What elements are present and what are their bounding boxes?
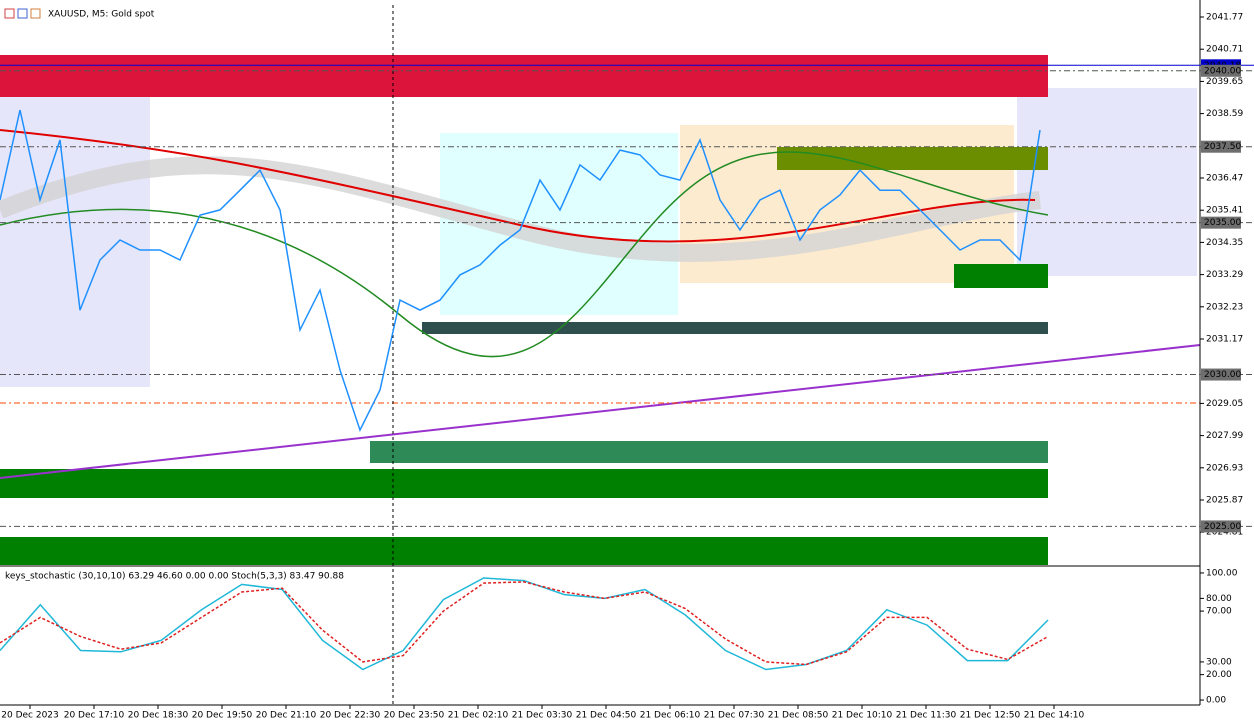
y-tick-label: 2024.81 [1206,528,1243,538]
price-line [0,577,1049,671]
zone [0,75,150,387]
level-tag [1201,64,1241,77]
level-label: 2025.00 [1204,522,1241,532]
price-line [0,581,1049,666]
x-tick-label: 20 Dec 22:30 [320,711,381,721]
level-tag [1201,368,1241,381]
demand-zone [0,469,1048,498]
x-tick-label: 20 Dec 17:10 [64,711,125,721]
y-tick-label: 2027.99 [1206,431,1243,441]
x-tick-label: 21 Dec 02:10 [448,711,509,721]
level-label: 2030.00 [1204,370,1241,380]
y-tick-label: 30.00 [1206,657,1232,667]
x-tick-label: 21 Dec 10:10 [832,711,893,721]
x-tick-label: 21 Dec 07:30 [704,711,765,721]
x-tick-label: 20 Dec 23:50 [384,711,445,721]
y-tick-label: 0.00 [1206,696,1226,706]
demand-zone [0,537,1048,565]
y-tick-label: 2034.35 [1206,238,1243,248]
icon[interactable] [30,8,41,19]
ma [0,129,1036,243]
y-tick-label: 100.00 [1206,568,1238,578]
x-tick-label: 21 Dec 11:30 [896,711,957,721]
level-label: 2040.00 [1204,66,1241,76]
y-tick-label: 80.00 [1206,594,1232,604]
y-tick-label: 2036.47 [1206,174,1243,184]
y-tick-label: 2026.93 [1206,463,1243,473]
x-tick-label: 21 Dec 08:50 [768,711,829,721]
level-tag [1201,520,1241,533]
level-label: 2037.50 [1204,142,1241,152]
zone [954,264,1048,288]
price-line [0,109,1041,433]
x-tick-label: 20 Dec 18:30 [128,711,189,721]
x-tick-label: 20 Dec 21:10 [256,711,317,721]
x-tick-label: 21 Dec 04:50 [576,711,637,721]
y-tick-label: 70.00 [1206,607,1232,617]
y-tick-label: 2033.29 [1206,270,1243,280]
icon[interactable] [17,8,28,19]
zone [370,441,1048,463]
y-tick-label: 2029.05 [1206,399,1243,409]
level-tag [1201,140,1241,153]
x-tick-label: 20 Dec 19:50 [192,711,253,721]
x-tick-label: 21 Dec 06:10 [640,711,701,721]
supply-zone [0,55,1048,97]
y-tick-label: 2025.87 [1206,495,1243,505]
y-tick-label: 2038.59 [1206,109,1243,119]
indicator-title: keys_stochastic (30,10,10) 63.29 46.60 0… [5,572,344,582]
level-tag [1201,216,1241,229]
y-tick-label: 2035.41 [1206,206,1243,216]
y-tick-label: 20.00 [1206,670,1232,680]
trend-line [0,344,1201,479]
ma [0,151,1049,358]
x-tick-label: 21 Dec 14:10 [1024,711,1085,721]
y-tick-label: 2040.71 [1206,45,1243,55]
y-tick-label: 2039.65 [1206,77,1243,87]
zone [1017,88,1197,276]
y-tick-label: 2032.23 [1206,302,1243,312]
level-label: 2035.00 [1204,218,1241,228]
y-tick-label: 2031.17 [1206,335,1243,345]
x-tick-label: 21 Dec 12:50 [960,711,1021,721]
x-tick-label: 21 Dec 03:30 [512,711,573,721]
icon[interactable] [4,8,15,19]
zone [777,147,1048,170]
y-tick-label: 2041.77 [1206,13,1243,23]
x-tick-label: 20 Dec 2023 [1,711,59,721]
zone [422,322,1048,334]
chart-title: XAUUSD, M5: Gold spot [48,10,155,20]
